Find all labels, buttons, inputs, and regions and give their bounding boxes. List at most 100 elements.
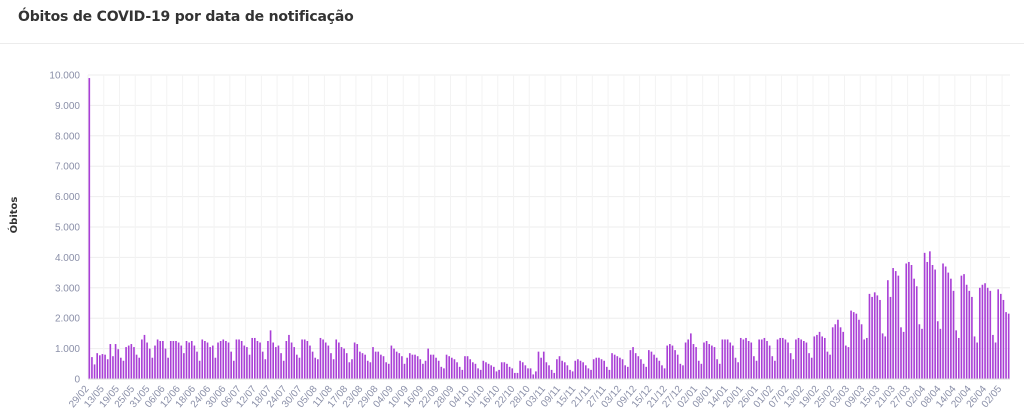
bar	[285, 341, 288, 379]
y-tick-label: 4.000	[55, 253, 80, 264]
bar	[322, 339, 324, 379]
bar	[542, 351, 545, 379]
bar	[810, 357, 813, 379]
bar	[369, 362, 372, 379]
bar	[934, 269, 936, 379]
bar	[219, 341, 222, 379]
bar	[908, 261, 910, 379]
bar	[303, 339, 306, 379]
bar	[493, 366, 495, 379]
bar	[243, 345, 246, 379]
bar	[595, 357, 598, 379]
bar	[361, 353, 364, 379]
bar	[768, 345, 771, 379]
bar	[156, 339, 159, 379]
bar	[382, 356, 385, 379]
bar	[151, 357, 154, 379]
bar	[923, 252, 926, 379]
bar	[732, 345, 734, 379]
y-tick-label: 9.000	[55, 101, 80, 112]
bar	[532, 374, 535, 379]
bar	[198, 360, 201, 379]
bar	[955, 330, 957, 379]
bar	[834, 324, 837, 379]
bar	[960, 275, 963, 379]
bar	[936, 321, 939, 379]
bar	[545, 362, 548, 379]
bar	[298, 357, 301, 379]
bar	[873, 292, 876, 379]
bar	[330, 353, 332, 379]
bar	[616, 356, 619, 379]
bar	[795, 339, 797, 379]
bar	[146, 342, 148, 379]
bar	[238, 339, 240, 379]
bar	[385, 362, 387, 379]
bar	[482, 360, 485, 379]
bar	[629, 350, 632, 379]
bar	[261, 351, 264, 379]
bar	[655, 357, 658, 379]
bar	[608, 369, 611, 379]
bar	[117, 349, 120, 379]
bar	[753, 356, 755, 379]
bar	[422, 363, 424, 379]
bar	[632, 347, 634, 379]
bar	[485, 362, 487, 379]
bar	[829, 354, 831, 379]
bar	[125, 347, 127, 379]
bar	[206, 342, 209, 379]
bar	[697, 360, 700, 379]
bar	[183, 353, 185, 379]
bar	[275, 347, 277, 379]
bar	[645, 366, 648, 379]
bar	[296, 354, 298, 379]
bar	[590, 369, 592, 379]
bar	[177, 342, 180, 379]
bar	[855, 313, 858, 379]
bar	[737, 362, 739, 379]
bar	[256, 341, 259, 379]
bar	[293, 347, 296, 379]
bar	[716, 359, 718, 379]
bar	[600, 359, 603, 379]
bar	[377, 351, 380, 379]
bar	[201, 339, 204, 379]
bar	[566, 365, 569, 379]
bar	[343, 348, 345, 379]
bar	[317, 359, 319, 379]
bar	[653, 354, 655, 379]
bar	[692, 344, 695, 379]
bar	[120, 357, 122, 379]
bar	[414, 354, 416, 379]
bar	[511, 368, 514, 379]
bar	[994, 342, 997, 379]
bar	[574, 360, 577, 379]
bar	[918, 324, 921, 379]
bar	[127, 345, 130, 379]
bar	[774, 360, 776, 379]
bar	[138, 357, 141, 379]
bar	[495, 371, 498, 379]
bar	[466, 356, 469, 379]
bar	[550, 369, 553, 379]
bar	[398, 353, 401, 379]
bar	[876, 295, 879, 379]
bar	[411, 354, 414, 379]
bar	[571, 371, 574, 379]
bar	[892, 268, 894, 379]
bar	[141, 339, 143, 379]
bar	[204, 341, 206, 379]
bar	[443, 368, 445, 379]
bar	[521, 362, 524, 379]
bar	[989, 290, 992, 379]
bar	[582, 362, 584, 379]
bar	[280, 353, 282, 379]
bar	[831, 327, 834, 379]
bar	[448, 356, 450, 379]
bar	[963, 274, 965, 379]
bar	[858, 319, 860, 379]
bar	[860, 324, 863, 379]
bar	[973, 336, 976, 379]
bar	[445, 354, 448, 379]
